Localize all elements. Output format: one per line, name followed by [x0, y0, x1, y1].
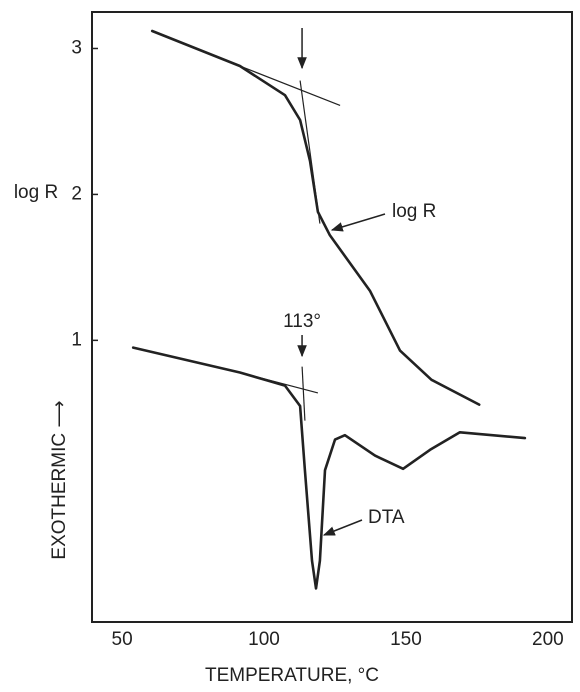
x-tick-label: 150: [390, 629, 422, 650]
x-tick-label: 50: [112, 629, 133, 650]
leader-arrow: [330, 213, 386, 232]
tangent-line: [239, 371, 319, 394]
x-axis-label: TEMPERATURE, °C: [205, 665, 379, 686]
x-tick-label: 200: [532, 629, 564, 650]
tangent-line: [299, 80, 321, 224]
y-axis-label: log R: [14, 182, 58, 203]
curve-label: log R: [392, 201, 436, 222]
curve: [131, 346, 527, 590]
annotation: 113°: [283, 311, 321, 332]
leader-arrow: [322, 519, 363, 536]
y-tick-label: 1: [71, 329, 82, 350]
tangent-line: [239, 65, 341, 106]
y-tick-label: 2: [71, 183, 82, 204]
tangent-line: [301, 366, 306, 421]
plot-frame: [91, 11, 573, 623]
x-tick-label: 100: [248, 629, 280, 650]
y-axis-label-2: EXOTHERMIC ⟶: [49, 400, 70, 559]
curve-label: DTA: [368, 507, 405, 528]
y-tick-label: 3: [71, 37, 82, 58]
